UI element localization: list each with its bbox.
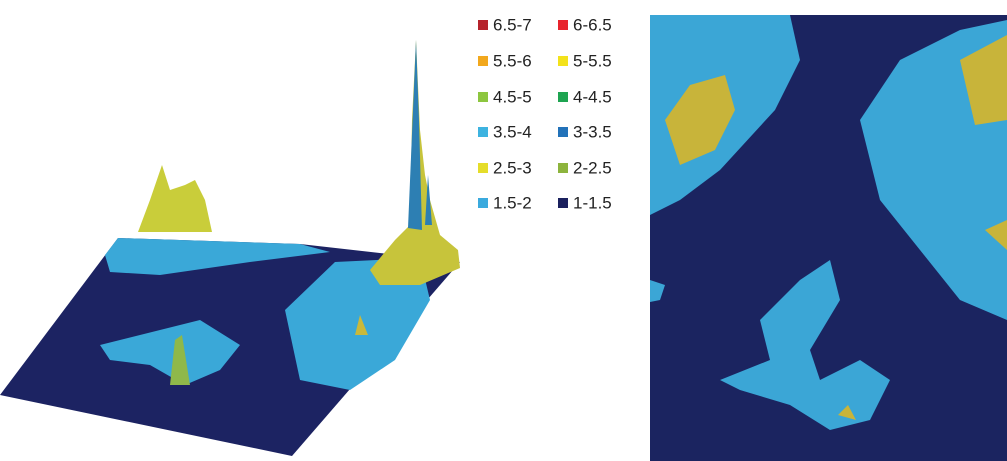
legend-swatch	[478, 163, 488, 173]
legend-swatch	[478, 92, 488, 102]
legend-swatch	[478, 56, 488, 66]
legend-label: 2.5-3	[493, 158, 532, 177]
legend-swatch	[558, 56, 568, 66]
legend-swatch	[558, 163, 568, 173]
legend-label: 6-6.5	[573, 15, 612, 34]
figure-graphics: 6.5-7 6-6.5 5.5-6 5-5.5 4.5-5 4-4.5 3.5-4 3-3.5…	[0, 0, 1007, 461]
legend-swatch	[478, 20, 488, 30]
figure: 6.5-7 6-6.5 5.5-6 5-5.5 4.5-5 4-4.5 3.5-4 3-3.5…	[0, 0, 1007, 461]
legend-label: 1-1.5	[573, 193, 612, 212]
legend: 6.5-7 6-6.5 5.5-6 5-5.5 4.5-5 4-4.5 3.5-4 3-3.5…	[478, 15, 612, 212]
legend-swatch	[558, 92, 568, 102]
legend-swatch	[478, 127, 488, 137]
legend-swatch	[558, 20, 568, 30]
legend-label: 4.5-5	[493, 87, 532, 106]
legend-label: 3-3.5	[573, 122, 612, 141]
legend-label: 5-5.5	[573, 51, 612, 70]
legend-label: 1.5-2	[493, 193, 532, 212]
legend-label: 4-4.5	[573, 87, 612, 106]
legend-swatch	[478, 198, 488, 208]
legend-label: 6.5-7	[493, 15, 532, 34]
legend-label: 3.5-4	[493, 122, 532, 141]
legend-swatch	[558, 198, 568, 208]
legend-label: 2-2.5	[573, 158, 612, 177]
legend-label: 5.5-6	[493, 51, 532, 70]
legend-swatch	[558, 127, 568, 137]
surface-plot	[0, 40, 460, 456]
map	[650, 15, 1007, 461]
